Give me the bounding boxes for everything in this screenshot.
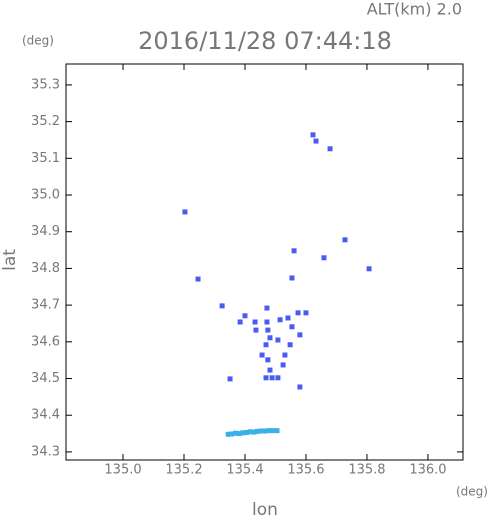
echo-point xyxy=(264,319,270,325)
echo-point xyxy=(310,132,316,138)
y-tick-label: 34.9 xyxy=(31,224,60,239)
y-tick-label: 34.7 xyxy=(31,298,60,313)
echo-point xyxy=(195,276,201,282)
echo-point xyxy=(262,428,268,434)
x-tick-label: 135.4 xyxy=(226,463,263,478)
y-tick-label: 34.4 xyxy=(31,408,60,423)
echo-point xyxy=(275,375,281,381)
echo-point xyxy=(227,376,233,382)
echo-point xyxy=(242,313,248,319)
y-tick-label: 34.5 xyxy=(31,371,60,386)
echo-point xyxy=(263,375,269,381)
echo-point xyxy=(253,327,259,333)
echo-point xyxy=(282,352,288,358)
plot-frame xyxy=(65,63,464,461)
echo-point xyxy=(254,428,260,434)
echo-point xyxy=(237,319,243,325)
x-tick-label: 135.6 xyxy=(287,463,324,478)
echo-point xyxy=(269,375,275,381)
y-tick-label: 35.3 xyxy=(31,77,60,92)
echo-point xyxy=(297,384,303,390)
echo-point xyxy=(219,303,225,309)
echo-point xyxy=(285,315,291,321)
echo-point xyxy=(313,138,319,144)
y-tick-label: 34.8 xyxy=(31,261,60,276)
chart-title: 2016/11/28 07:44:18 xyxy=(138,27,392,55)
echo-point xyxy=(264,305,270,311)
echo-point xyxy=(289,324,295,330)
y-tick-label: 35.2 xyxy=(31,114,60,129)
echo-point xyxy=(280,362,286,368)
echo-point xyxy=(265,428,271,434)
echo-point xyxy=(251,429,257,435)
y-unit: (deg) xyxy=(22,34,54,48)
echo-point xyxy=(265,327,271,333)
x-axis-label: lon xyxy=(252,500,278,520)
echo-point xyxy=(244,429,250,435)
echo-point xyxy=(321,255,327,261)
echo-point xyxy=(366,266,372,272)
echo-point xyxy=(240,430,246,436)
echo-point xyxy=(229,431,235,437)
x-tick-label: 135.0 xyxy=(104,463,141,478)
x-unit: (deg) xyxy=(456,485,488,499)
echo-point xyxy=(291,248,297,254)
echo-point xyxy=(265,357,271,363)
echo-point xyxy=(342,237,348,243)
echo-point xyxy=(252,319,258,325)
echo-point xyxy=(297,332,303,338)
echo-point xyxy=(182,209,188,215)
echo-point xyxy=(269,428,275,434)
y-tick-label: 35.0 xyxy=(31,188,60,203)
echo-point xyxy=(303,310,309,316)
y-tick-label: 34.6 xyxy=(31,334,60,349)
echo-point xyxy=(277,317,283,323)
echo-point xyxy=(327,146,333,152)
echo-point xyxy=(225,431,231,437)
echo-point xyxy=(263,342,269,348)
echo-point xyxy=(274,428,280,434)
echo-point xyxy=(258,428,264,434)
echo-point xyxy=(247,429,253,435)
y-tick-label: 34.3 xyxy=(31,444,60,459)
echo-point xyxy=(233,430,239,436)
chart-subtitle: ALT(km) 2.0 xyxy=(367,0,462,19)
x-tick-label: 136.0 xyxy=(409,463,446,478)
echo-point xyxy=(275,337,281,343)
echo-point xyxy=(236,431,242,437)
echo-point xyxy=(267,367,273,373)
x-tick-label: 135.8 xyxy=(348,463,385,478)
echo-point xyxy=(259,352,265,358)
x-tick-label: 135.2 xyxy=(165,463,202,478)
echo-point xyxy=(267,335,273,341)
echo-point xyxy=(289,275,295,281)
echo-point xyxy=(287,342,293,348)
echo-point xyxy=(295,310,301,316)
y-axis-label: lat xyxy=(0,249,20,271)
y-tick-label: 35.1 xyxy=(31,151,60,166)
